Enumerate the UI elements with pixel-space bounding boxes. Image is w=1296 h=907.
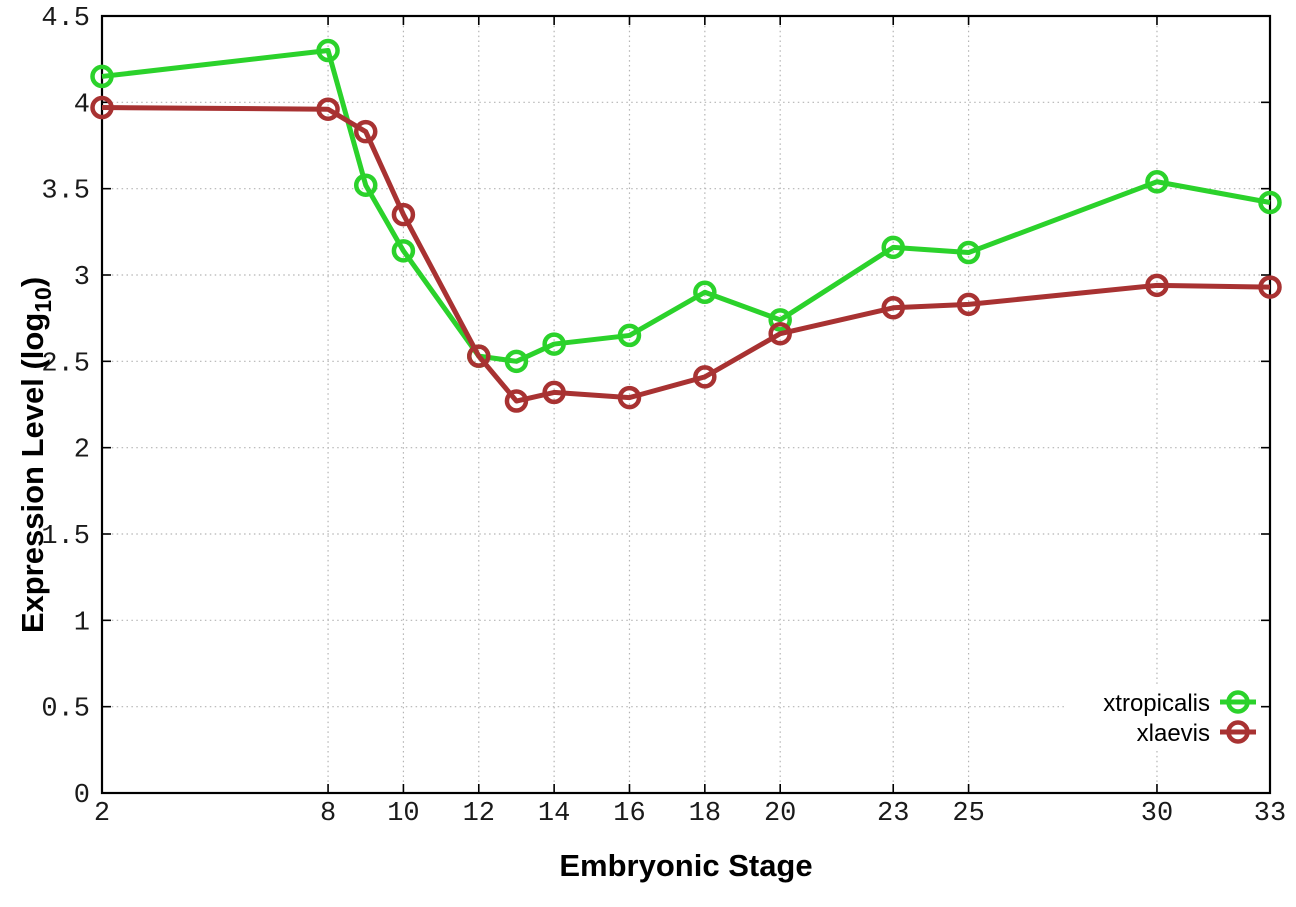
data-point-marker-xlaevis — [316, 97, 340, 121]
y-axis-label-close: ) — [15, 277, 50, 287]
data-point-marker-xtropicalis — [1145, 170, 1169, 194]
data-point-marker-xlaevis — [617, 385, 642, 410]
data-point-marker-xlaevis — [1145, 273, 1169, 298]
data-point-marker-xtropicalis — [504, 349, 529, 374]
data-point-marker-xtropicalis — [617, 323, 642, 348]
series-xlaevis — [90, 95, 1282, 413]
y-tick-label: 0.5 — [41, 695, 90, 725]
data-point-marker-xlaevis — [881, 296, 905, 320]
series-xtropicalis — [90, 38, 1282, 374]
x-tick-label: 8 — [320, 799, 336, 829]
data-point-marker-xtropicalis — [391, 239, 416, 263]
series-line-xtropicalis — [101, 48, 1271, 364]
y-tick-label: 2.5 — [41, 349, 90, 379]
y-tick-label: 1 — [74, 608, 90, 638]
x-tick-label: 12 — [463, 799, 495, 829]
data-point-marker-xtropicalis — [90, 64, 114, 89]
y-tick-label: 3.5 — [41, 177, 90, 207]
data-point-marker-xtropicalis — [956, 240, 981, 265]
data-point-marker-xtropicalis — [693, 280, 717, 305]
y-tick-label: 1.5 — [41, 522, 90, 552]
x-tick-label: 25 — [952, 799, 984, 829]
data-point-marker-xtropicalis — [881, 235, 905, 260]
data-point-marker-xlaevis — [391, 202, 416, 227]
data-point-marker-xlaevis — [1258, 275, 1282, 299]
x-tick-label: 2 — [94, 799, 110, 829]
legend-label-xtropicalis: xtropicalis — [1103, 690, 1210, 717]
data-point-marker-xlaevis — [956, 292, 981, 317]
y-tick-label: 2 — [74, 436, 90, 466]
legend: xtropicalis xlaevis — [1066, 684, 1260, 748]
x-axis-label: Embryonic Stage — [559, 848, 812, 883]
x-tick-label: 20 — [764, 799, 796, 829]
data-point-marker-xtropicalis — [1258, 190, 1282, 215]
x-tick-label: 16 — [613, 799, 645, 829]
y-tick-label: 3 — [74, 263, 90, 293]
y-axis-label: Expression Level (log10) — [15, 277, 56, 633]
y-axis-label-text: Expression Level (log — [15, 313, 50, 633]
data-point-marker-xtropicalis — [316, 38, 340, 63]
data-point-marker-xtropicalis — [542, 332, 566, 356]
data-point-marker-xtropicalis — [353, 173, 378, 197]
y-tick-label: 0 — [74, 781, 90, 811]
legend-marker-icon — [1226, 690, 1250, 714]
data-point-marker-xlaevis — [90, 95, 114, 120]
grid-layer — [102, 16, 1270, 793]
x-tick-label: 14 — [538, 799, 570, 829]
axis-ticks: 2 8 10 12 14 16 18 20 23 25 30 33 0 0.5 1 1.5 2 2.5 3 3.5 4 4… — [41, 4, 1286, 829]
y-tick-label: 4 — [74, 90, 90, 120]
data-point-marker-xlaevis — [768, 321, 792, 346]
x-tick-label: 23 — [877, 799, 909, 829]
x-tick-label: 33 — [1254, 799, 1286, 829]
x-tick-label: 18 — [689, 799, 721, 829]
data-point-marker-xlaevis — [467, 344, 491, 368]
data-point-marker-xlaevis — [693, 365, 717, 389]
y-tick-label: 4.5 — [41, 4, 90, 34]
data-point-marker-xtropicalis — [768, 308, 792, 332]
legend-label-xlaevis: xlaevis — [1137, 720, 1210, 747]
data-point-marker-xlaevis — [504, 389, 529, 413]
y-axis-label-subscript: 10 — [30, 287, 56, 313]
series-line-xlaevis — [101, 105, 1271, 404]
data-point-marker-xlaevis — [353, 119, 378, 144]
x-tick-label: 10 — [387, 799, 419, 829]
data-point-marker-xlaevis — [542, 380, 566, 405]
plot-border — [100, 14, 1272, 795]
legend-marker-icon — [1226, 720, 1250, 744]
x-tick-label: 30 — [1141, 799, 1173, 829]
